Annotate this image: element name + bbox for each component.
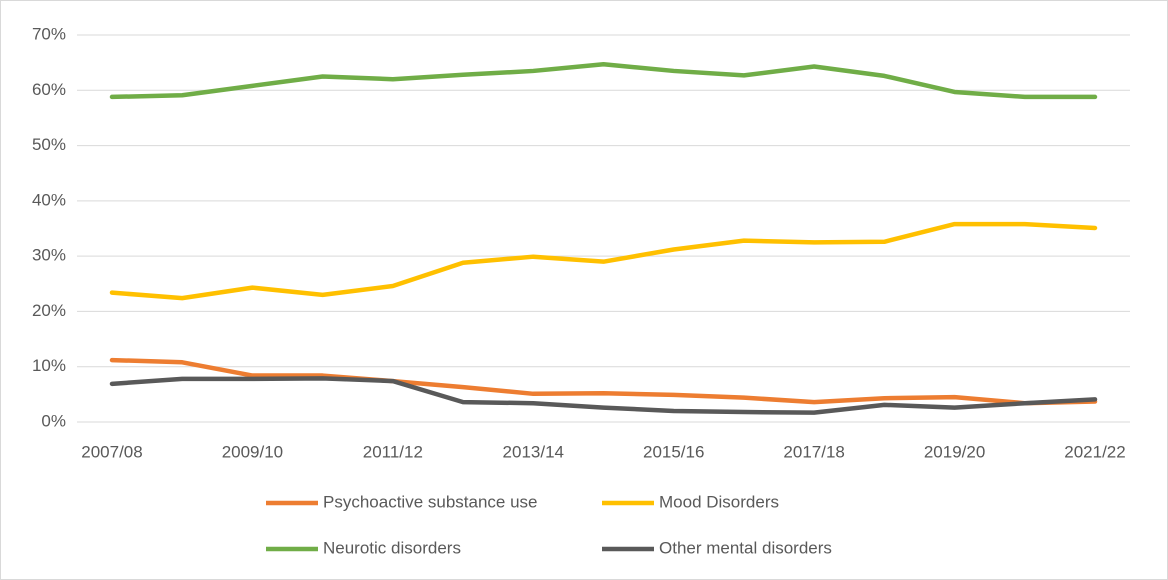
y-tick-label: 20% [32, 301, 66, 320]
x-tick-label: 2013/14 [503, 442, 564, 461]
y-tick-label: 30% [32, 246, 66, 265]
y-tick-label: 0% [41, 411, 66, 430]
y-tick-label: 50% [32, 135, 66, 154]
series-line [109, 357, 1098, 406]
legend-label: Other mental disorders [659, 538, 832, 557]
x-tick-label: 2009/10 [222, 442, 283, 461]
series-line [109, 221, 1098, 301]
y-tick-label: 10% [32, 356, 66, 375]
x-tick-label: 2017/18 [783, 442, 844, 461]
x-tick-label: 2011/12 [363, 442, 423, 461]
y-tick-label: 70% [32, 24, 66, 43]
y-tick-label: 60% [32, 80, 66, 99]
legend-label: Mood Disorders [659, 492, 779, 511]
series-line [109, 62, 1098, 100]
y-tick-label: 40% [32, 190, 66, 209]
legend-label: Neurotic disorders [323, 538, 461, 557]
x-tick-label: 2007/08 [81, 442, 142, 461]
x-tick-label: 2019/20 [924, 442, 985, 461]
x-tick-label: 2015/16 [643, 442, 704, 461]
legend-label: Psychoactive substance use [323, 492, 538, 511]
series-line [109, 376, 1098, 415]
x-tick-label: 2021/22 [1064, 442, 1125, 461]
